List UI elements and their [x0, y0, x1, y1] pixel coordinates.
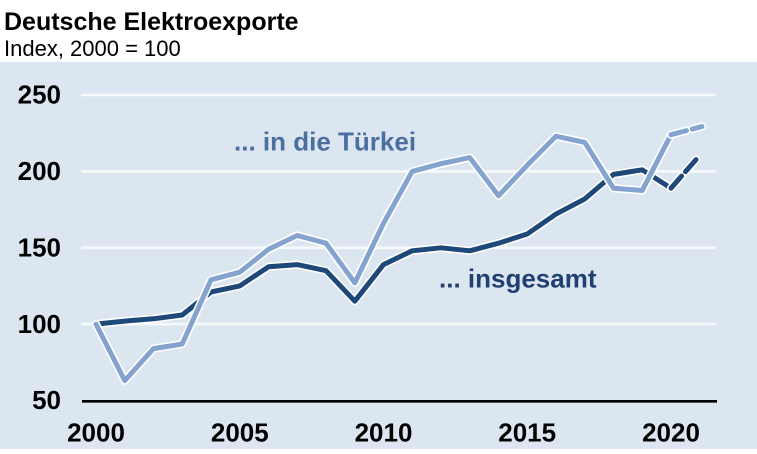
svg-text:... insgesamt: ... insgesamt [439, 264, 597, 294]
svg-text:2015: 2015 [498, 418, 556, 448]
svg-text:2000: 2000 [67, 418, 125, 448]
svg-text:Index, 2000 = 100: Index, 2000 = 100 [4, 36, 181, 61]
svg-text:150: 150 [18, 232, 61, 262]
svg-text:2020: 2020 [642, 418, 700, 448]
svg-text:... in die Türkei: ... in die Türkei [234, 127, 416, 157]
svg-text:2010: 2010 [355, 418, 413, 448]
svg-text:Deutsche Elektroexporte: Deutsche Elektroexporte [4, 8, 299, 36]
svg-text:250: 250 [18, 80, 61, 110]
svg-text:100: 100 [18, 309, 61, 339]
svg-text:50: 50 [32, 385, 61, 415]
svg-text:200: 200 [18, 156, 61, 186]
svg-text:2005: 2005 [211, 418, 269, 448]
